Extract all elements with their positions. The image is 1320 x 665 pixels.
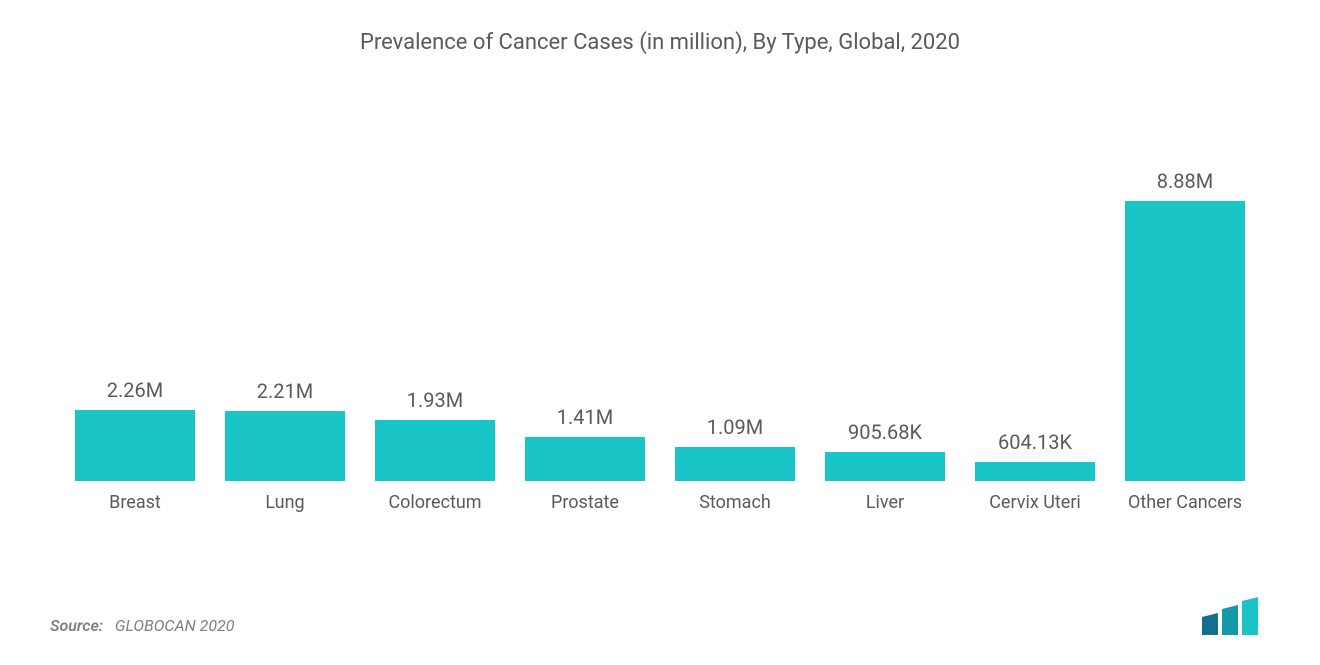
bar xyxy=(825,452,945,481)
bar-category-label: Cervix Uteri xyxy=(989,491,1081,535)
bar-category-label: Other Cancers xyxy=(1128,491,1242,535)
bar-group: 2.21M Lung xyxy=(220,379,350,535)
bar xyxy=(525,437,645,481)
bar xyxy=(225,411,345,481)
bar xyxy=(75,410,195,481)
bar xyxy=(375,420,495,481)
bar-category-label: Lung xyxy=(265,491,304,535)
source-label: Source: xyxy=(50,616,103,635)
bar-group: 1.41M Prostate xyxy=(520,405,650,535)
bar-category-label: Colorectum xyxy=(388,491,481,535)
bar-value-label: 2.21M xyxy=(257,379,313,403)
bar xyxy=(1125,201,1245,481)
bar-group: 905.68K Liver xyxy=(820,420,950,535)
bar-group: 604.13K Cervix Uteri xyxy=(970,430,1100,535)
bar-group: 1.93M Colorectum xyxy=(370,388,500,535)
chart-area: 2.26M Breast 2.21M Lung 1.93M Colorectum 1.41M… xyxy=(50,75,1270,535)
bar-group: 2.26M Breast xyxy=(70,378,200,535)
source-citation: Source: GLOBOCAN 2020 xyxy=(50,616,234,635)
bar-value-label: 1.93M xyxy=(407,388,463,412)
bar-group: 1.09M Stomach xyxy=(670,415,800,535)
bar-value-label: 1.09M xyxy=(707,415,763,439)
bar-category-label: Stomach xyxy=(699,491,771,535)
bar-category-label: Prostate xyxy=(551,491,619,535)
bar-value-label: 1.41M xyxy=(557,405,613,429)
chart-title: Prevalence of Cancer Cases (in million),… xyxy=(50,30,1270,55)
footer-row: Source: GLOBOCAN 2020 xyxy=(50,595,1270,635)
bar-group: 8.88M Other Cancers xyxy=(1120,169,1250,535)
bar-value-label: 2.26M xyxy=(107,378,163,402)
bar xyxy=(975,462,1095,481)
brand-logo-icon xyxy=(1200,595,1270,635)
bar-category-label: Liver xyxy=(866,491,904,535)
bar-value-label: 604.13K xyxy=(998,430,1072,454)
bar xyxy=(675,447,795,481)
bar-value-label: 905.68K xyxy=(848,420,922,444)
source-text xyxy=(107,616,115,635)
source-value: GLOBOCAN 2020 xyxy=(115,616,235,635)
bar-value-label: 8.88M xyxy=(1157,169,1213,193)
bar-category-label: Breast xyxy=(109,491,161,535)
